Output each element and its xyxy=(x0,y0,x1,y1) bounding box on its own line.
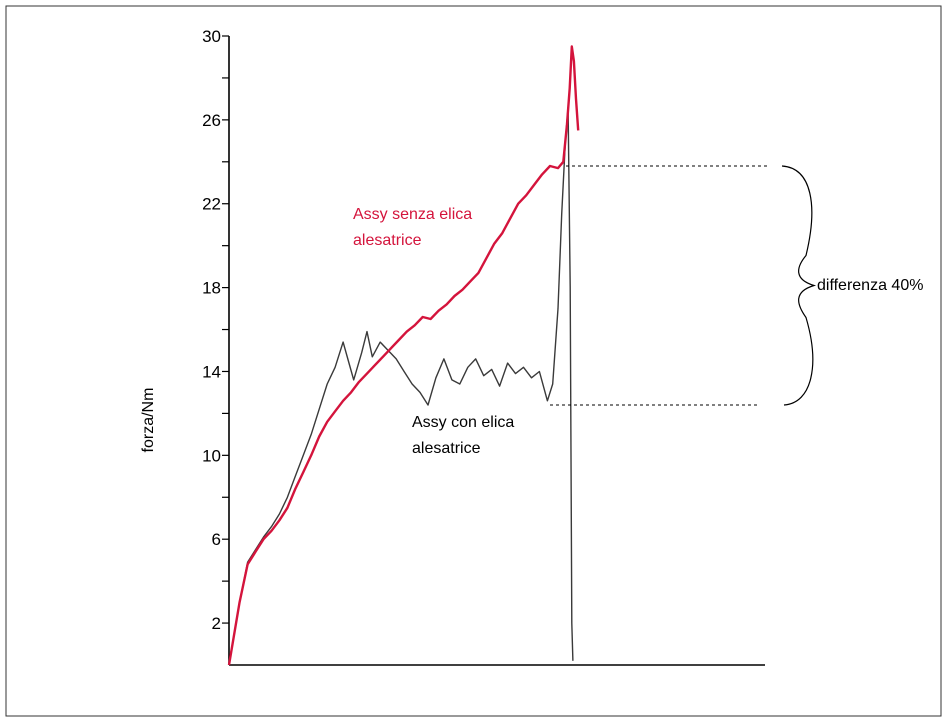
series-line-con xyxy=(228,106,574,666)
annotation-layer: Assy senza elica alesatrice Assy con eli… xyxy=(353,165,923,457)
y-tick-label: 26 xyxy=(202,111,221,130)
y-tick-label: 18 xyxy=(202,279,221,298)
y-tick-label: 10 xyxy=(202,446,221,465)
difference-label: differenza 40% xyxy=(817,277,923,294)
con-label-line-1: Assy con elica xyxy=(412,414,514,431)
y-tick-label: 2 xyxy=(212,614,221,633)
con-label: Assy con elica alesatrice xyxy=(412,414,519,457)
y-tick-label: 22 xyxy=(202,195,221,214)
y-axis-label: forza/Nm xyxy=(140,388,157,453)
y-tick-label: 14 xyxy=(202,362,221,381)
senza-label: Assy senza elica alesatrice xyxy=(353,206,477,249)
series-layer xyxy=(227,45,580,666)
y-tick-label: 6 xyxy=(212,530,221,549)
senza-label-line-1: Assy senza elica xyxy=(353,206,472,223)
con-label-line-2: alesatrice xyxy=(412,440,481,457)
difference-brace xyxy=(781,165,817,406)
y-tick-label: 30 xyxy=(202,27,221,46)
y-ticks xyxy=(222,35,229,624)
series-line-senza xyxy=(227,45,580,666)
senza-label-line-2: alesatrice xyxy=(353,232,422,249)
